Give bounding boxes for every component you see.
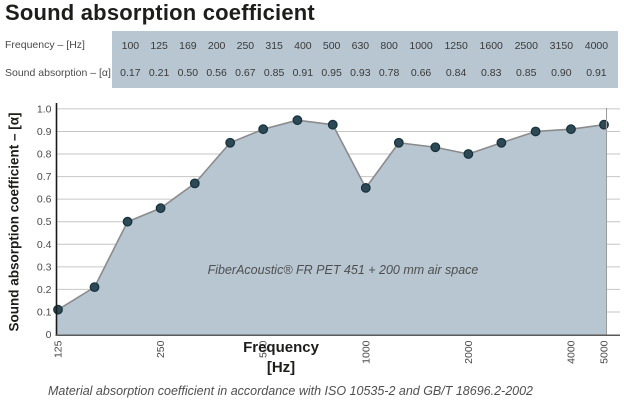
frequency-cell: 400 [294,40,312,53]
frequency-cell: 2500 [514,40,538,53]
absorption-cell: 0.85 [263,66,285,79]
data-point [530,126,541,137]
frequency-cell: 125 [150,40,168,53]
absorption-cell: 0.83 [480,66,502,79]
data-point [496,137,507,148]
data-point [566,124,576,135]
data-point [292,115,303,126]
data-point [189,178,200,189]
y-tick-label: 0.5 [37,216,52,228]
data-point [225,137,236,148]
frequency-cell: 800 [380,40,398,53]
frequency-cell: 250 [236,40,255,53]
data-point [393,137,404,148]
y-tick-label: 0.6 [37,194,52,206]
chart-annotation: FiberAcoustic® FR PET 451 + 200 mm air s… [208,263,479,277]
y-tick-label: 0.4 [37,239,52,251]
y-tick-label: 0 [46,329,52,341]
frequency-cell: 4000 [584,40,609,53]
data-point [89,282,100,293]
table-row-label-frequency: Frequency – [Hz] [5,39,85,51]
x-tick-label: 500 [258,340,270,358]
frequency-cell: 500 [322,40,341,53]
absorption-cell: 0.85 [516,66,537,79]
absorption-cell: 0.91 [292,66,314,79]
axes [55,103,620,336]
y-tick-label: 0.1 [37,306,52,318]
y-tick-label: 1.0 [37,103,52,115]
table-row-labels: Frequency – [Hz] Sound absorption – [α] [5,31,111,87]
data-point [430,142,441,153]
area-fill [56,120,607,335]
frequency-cell: 1250 [444,40,468,53]
absorption-cell: 0.50 [177,66,199,79]
absorption-cell: 0.56 [206,66,227,79]
data-point [360,182,371,193]
y-tick-labels: 1.0 0.9 0.8 0.7 0.6 0.5 0.4 0.3 0.2 0.1 0 [37,103,52,341]
table-row-label-absorption: Sound absorption – [α] [5,67,111,79]
data-table: 100 125 169 200 250 315 400 500 630 800 1000 1250 16… [112,31,618,88]
page-title: Sound absorption coefficient [5,0,315,25]
data-point [155,203,166,214]
frequency-cell: 100 [121,40,140,53]
y-tick-label: 0.8 [37,149,52,161]
y-tick-label: 0.9 [37,126,52,138]
data-point [327,119,338,130]
data-point [258,124,269,135]
absorption-row: 0.17 0.21 0.50 0.56 0.67 0.85 0.91 0.95 0.93 0.78… [116,67,614,79]
frequency-cell: 200 [207,40,226,53]
frequency-cell: 1000 [409,40,433,53]
absorption-cell: 0.78 [378,66,400,79]
caption: Material absorption coefficient in accor… [48,384,534,398]
frequency-cell: 315 [265,40,283,53]
x-tick-label: 125 [53,340,65,358]
absorption-cell: 0.17 [120,66,141,79]
data-point [122,216,133,227]
absorption-chart: FiberAcoustic® FR PET 451 + 200 mm air s… [37,103,620,376]
absorption-cell: 0.91 [586,66,607,79]
frequency-cell: 630 [351,40,370,53]
frequency-cell: 1600 [479,40,503,53]
x-axis-title-line1: Frequency [243,339,320,356]
y-tick-label: 0.7 [37,171,52,183]
absorption-cell: 0.66 [410,66,432,79]
frequency-cell: 169 [179,40,197,53]
absorption-cell: 0.84 [445,66,467,79]
x-axis-title-line2: [Hz] [267,359,295,376]
absorption-cell: 0.95 [321,66,342,79]
absorption-cell: 0.93 [350,66,371,79]
x-tick-label: 2000 [463,340,475,364]
data-point [463,149,474,159]
y-tick-label: 0.2 [37,284,52,296]
data-point [599,119,609,130]
x-tick-labels: 125 250 500 1000 2000 4000 5000 [53,340,611,364]
x-tick-label: 4000 [565,340,577,364]
absorption-cell: 0.90 [551,66,572,79]
data-points [53,115,609,315]
x-tick-label: 1000 [360,340,372,364]
absorption-cell: 0.21 [148,66,170,79]
data-point [53,304,63,315]
x-tick-label: 5000 [599,340,611,364]
frequency-row: 100 125 169 200 250 315 400 500 630 800 1000 1250 16… [116,40,614,52]
frequency-cell: 3150 [549,40,574,53]
y-tick-label: 0.3 [37,261,52,273]
x-tick-label: 250 [155,340,167,358]
absorption-cell: 0.67 [235,66,256,79]
